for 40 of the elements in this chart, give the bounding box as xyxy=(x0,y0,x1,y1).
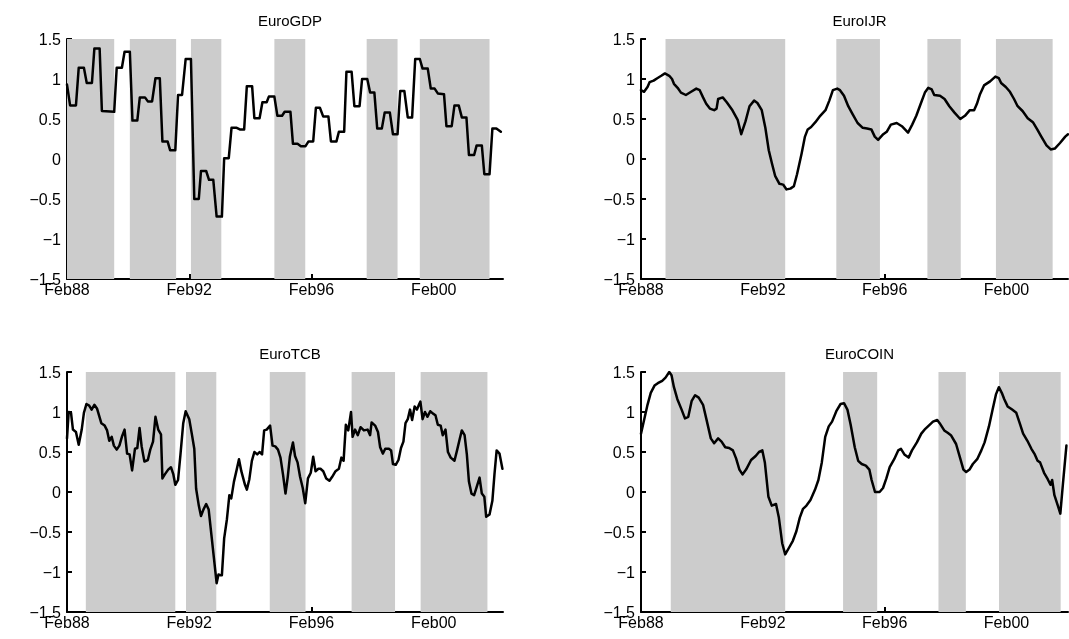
x-tick-label: Feb96 xyxy=(288,613,335,631)
y-tick-label: 1 xyxy=(626,403,636,421)
y-tick-label: 0 xyxy=(626,483,636,501)
y-tick-label: 1.5 xyxy=(612,30,636,48)
x-tick-label: Feb00 xyxy=(983,280,1030,298)
y-tick-label: 1 xyxy=(52,70,62,88)
x-tick-label: Feb92 xyxy=(166,280,213,298)
x-tick-label: Feb92 xyxy=(740,280,786,298)
x-tick-label: Feb00 xyxy=(411,280,457,298)
chart-title: EuroTCB xyxy=(259,345,321,362)
chart-title: EuroCOIN xyxy=(824,345,895,362)
x-tick-label: Feb92 xyxy=(740,613,786,631)
y-tick-label: −0.5 xyxy=(29,523,62,541)
y-tick-label: 0 xyxy=(52,150,62,168)
y-tick-label: 0.5 xyxy=(38,110,62,128)
y-tick-label: 0.5 xyxy=(612,110,636,128)
x-tick-label: Feb96 xyxy=(862,613,908,631)
x-tick-label: Feb96 xyxy=(288,280,335,298)
y-tick-label: 1.5 xyxy=(38,30,62,48)
y-tick-label: −1 xyxy=(616,563,636,581)
x-tick-label: Feb96 xyxy=(862,280,908,298)
y-tick-label: 0 xyxy=(626,150,636,168)
y-tick-label: 1.5 xyxy=(612,363,636,381)
y-tick-label: 0.5 xyxy=(612,443,636,461)
y-tick-label: −1 xyxy=(42,563,62,581)
y-tick-label: −1 xyxy=(616,230,636,248)
x-tick-label: Feb00 xyxy=(411,613,457,631)
y-tick-label: −0.5 xyxy=(603,190,636,208)
y-tick-label: 1 xyxy=(626,70,636,88)
x-tick-label: Feb00 xyxy=(983,613,1030,631)
y-tick-label: 0 xyxy=(52,483,62,501)
y-tick-label: −0.5 xyxy=(603,523,636,541)
y-tick-label: −1 xyxy=(42,230,62,248)
y-tick-label: −0.5 xyxy=(29,190,62,208)
x-tick-label: Feb92 xyxy=(166,613,213,631)
y-tick-label: 0.5 xyxy=(38,443,62,461)
chart-title: EuroGDP xyxy=(257,12,323,29)
y-tick-label: 1 xyxy=(52,403,62,421)
chart-title: EuroIJR xyxy=(832,12,887,29)
y-tick-label: 1.5 xyxy=(38,363,62,381)
